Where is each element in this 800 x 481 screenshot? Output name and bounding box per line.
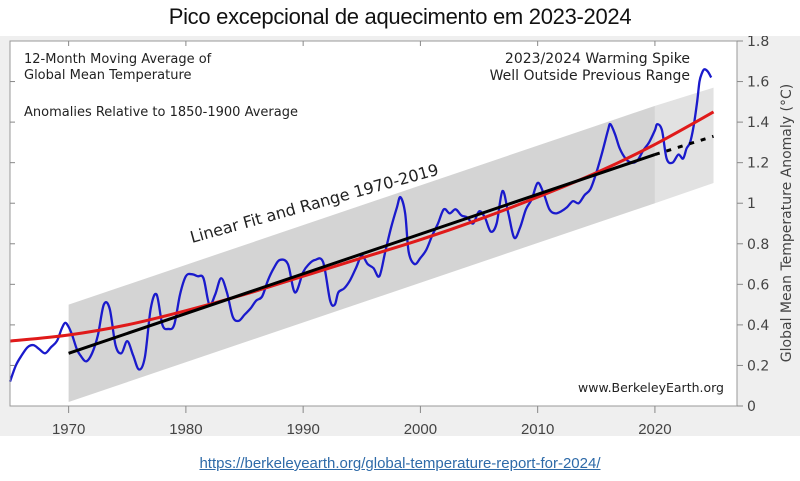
x-tick-label: 2000 [404, 421, 437, 436]
x-tick-label: 1970 [52, 421, 85, 436]
temperature-chart: 0 0.2 0.4 0.6 0.8 1 1.2 1.4 1.6 1.8 1970 1980 1990 20… [8, 36, 795, 436]
y-tick-label: 1.2 [747, 156, 769, 172]
x-tick-label: 2020 [638, 421, 671, 436]
y-tick-label: 0.6 [747, 277, 769, 293]
chart-area: 0 0.2 0.4 0.6 0.8 1 1.2 1.4 1.6 1.8 1970 1980 1990 20… [0, 36, 800, 436]
annotation-subtitle: Anomalies Relative to 1850-1900 Average [24, 105, 298, 120]
y-tick-label: 0 [747, 399, 756, 415]
series-linear-fit-line [68, 153, 656, 355]
y-tick-label: 0.2 [747, 358, 769, 374]
annotation-spike-line2: Well Outside Previous Range [490, 68, 690, 84]
y-tick-label: 0.8 [747, 237, 769, 253]
x-tick-label: 1990 [286, 421, 319, 436]
series-smooth-trend-line [9, 110, 715, 343]
series-temperature-line [8, 68, 713, 383]
y-axis-label: Global Mean Temperature Anomaly (°C) [779, 84, 795, 362]
x-tick-label: 1980 [169, 421, 202, 436]
annotation-title-line1: 12-Month Moving Average of [24, 52, 212, 67]
plot-frame [9, 40, 738, 407]
credit-label: www.BerkeleyEarth.org [578, 380, 724, 395]
annotation-spike-line1: 2023/2024 Warming Spike [505, 51, 690, 67]
y-tick-label: 0.4 [747, 318, 769, 334]
source-link[interactable]: https://berkeleyearth.org/global-tempera… [199, 455, 601, 472]
y-tick-label: 1.8 [747, 36, 769, 50]
x-tick-label: 2010 [521, 421, 554, 436]
slide-title: Pico excepcional de aquecimento em 2023-… [168, 4, 632, 29]
y-tick-label: 1.6 [747, 75, 769, 91]
y-tick-label: 1.4 [747, 115, 769, 131]
y-tick-label: 1 [747, 196, 756, 212]
annotation-title-line2: Global Mean Temperature [24, 68, 192, 83]
range-band-extension [654, 87, 714, 204]
series-linear-fit-extrapolation [654, 134, 714, 157]
